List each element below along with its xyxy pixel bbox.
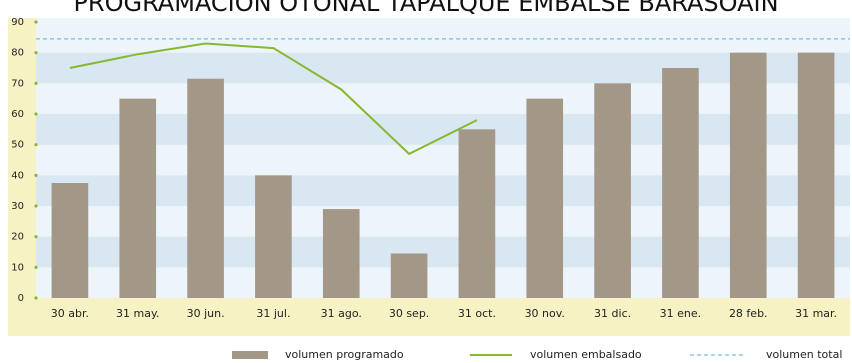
legend-swatch xyxy=(232,351,268,359)
bar xyxy=(119,98,157,299)
tick-mark xyxy=(34,20,38,24)
stripe xyxy=(36,52,850,84)
stripe xyxy=(36,236,850,268)
bar xyxy=(526,98,564,299)
bar xyxy=(594,83,631,298)
tick-mark xyxy=(34,173,38,177)
legend-label: volumen embalsado xyxy=(530,348,642,361)
y-tick-label: 70 xyxy=(11,78,24,89)
x-tick-label: 31 may. xyxy=(116,307,159,320)
bar xyxy=(322,209,360,298)
y-tick-label: 90 xyxy=(11,17,24,28)
bar xyxy=(390,253,428,298)
stripe xyxy=(36,206,850,237)
bar xyxy=(797,52,835,298)
x-tick-label: 28 feb. xyxy=(729,307,768,320)
x-tick-label: 31 mar. xyxy=(795,307,837,320)
bar xyxy=(729,52,767,298)
y-tick-label: 50 xyxy=(11,140,24,151)
y-tick-label: 10 xyxy=(11,262,24,273)
y-tick-label: 80 xyxy=(11,48,24,59)
tick-mark xyxy=(34,143,38,147)
x-tick-label: 31 jul. xyxy=(256,307,290,320)
x-tick-label: 31 ene. xyxy=(660,307,702,320)
tick-mark xyxy=(34,81,38,85)
x-tick-label: 30 sep. xyxy=(389,307,429,320)
y-tick-label: 0 xyxy=(18,293,24,304)
tick-mark xyxy=(34,265,38,269)
x-tick-label: 31 ago. xyxy=(321,307,362,320)
tick-mark xyxy=(34,51,38,55)
x-tick-label: 30 abr. xyxy=(51,307,89,320)
tick-mark xyxy=(34,296,38,300)
legend-label: volumen total xyxy=(766,348,842,361)
bar xyxy=(458,129,496,298)
bar xyxy=(187,78,224,298)
stripe xyxy=(36,144,850,176)
stripe xyxy=(36,18,850,22)
tick-mark xyxy=(34,112,38,116)
y-tick-label: 30 xyxy=(11,201,24,212)
x-tick-label: 31 dic. xyxy=(594,307,631,320)
tick-mark xyxy=(34,204,38,208)
y-tick-label: 20 xyxy=(11,232,24,243)
bar xyxy=(255,175,292,298)
y-tick-label: 40 xyxy=(11,170,24,181)
stripe xyxy=(36,267,850,298)
bar xyxy=(662,68,699,298)
stripe xyxy=(36,114,850,145)
chart-title: PROGRAMACIÓN OTOÑAL TAPALQUÉ EMBALSE BAR… xyxy=(73,0,778,17)
x-tick-label: 31 oct. xyxy=(458,307,496,320)
stripe xyxy=(36,175,850,206)
stripe xyxy=(36,22,850,53)
bar xyxy=(51,183,89,298)
tick-mark xyxy=(34,235,38,239)
x-tick-label: 30 jun. xyxy=(187,307,225,320)
line xyxy=(69,42,478,156)
legend-label: volumen programado xyxy=(285,348,404,361)
y-tick-label: 60 xyxy=(11,109,24,120)
stripe xyxy=(36,83,850,114)
x-tick-label: 30 nov. xyxy=(525,307,565,320)
